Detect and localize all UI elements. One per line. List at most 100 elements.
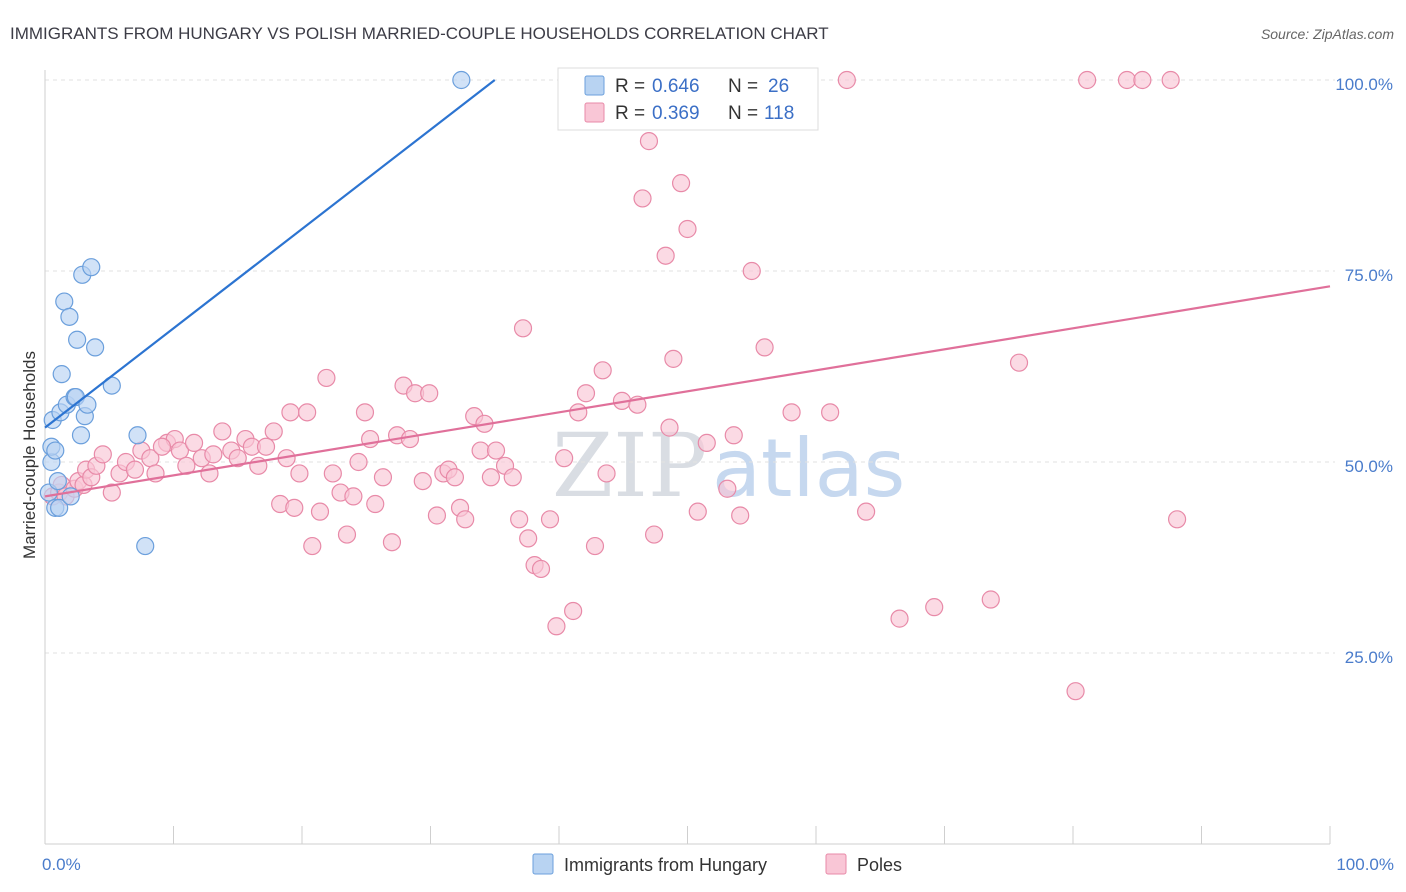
- poles-point: [310, 502, 330, 521]
- poles-point: [890, 609, 909, 628]
- poles-point: [731, 506, 750, 525]
- x-tick-label-min: 0.0%: [42, 855, 81, 874]
- poles-point: [355, 403, 375, 422]
- poles-point: [228, 449, 247, 468]
- poles-point: [821, 403, 840, 422]
- poles-point: [925, 598, 944, 617]
- hungary-point: [86, 338, 105, 357]
- legend-n-value-hungary: 26: [768, 76, 789, 97]
- poles-point: [1066, 682, 1085, 701]
- poles-point: [755, 338, 774, 357]
- poles-point: [660, 418, 679, 437]
- poles-trend-line: [44, 285, 1331, 498]
- poles-point: [125, 460, 145, 479]
- poles-point: [427, 506, 447, 525]
- poles-point: [152, 437, 172, 456]
- poles-point: [445, 468, 465, 487]
- poles-point: [1133, 70, 1152, 90]
- hungary-point: [136, 536, 155, 556]
- poles-point: [540, 510, 560, 529]
- poles-point: [382, 533, 402, 552]
- poles-point: [290, 464, 309, 483]
- hungary-trend-line: [44, 79, 496, 429]
- chart-title: IMMIGRANTS FROM HUNGARY VS POLISH MARRIE…: [10, 24, 829, 43]
- legend-n-label-poles: N =: [728, 103, 758, 124]
- legend-r-value-hungary: 0.646: [652, 76, 700, 97]
- poles-point: [349, 452, 368, 472]
- poles-point: [298, 403, 317, 422]
- poles-point: [555, 449, 574, 468]
- poles-point: [569, 403, 588, 422]
- poles-point: [264, 422, 283, 441]
- hungary-point: [68, 330, 87, 349]
- hungary-point: [52, 365, 71, 384]
- poles-point: [837, 70, 856, 90]
- legend-r-label-poles: R =: [615, 103, 645, 124]
- hungary-points: [39, 70, 471, 556]
- hungary-point: [60, 307, 79, 326]
- poles-point: [1117, 70, 1137, 90]
- poles-point: [576, 384, 596, 403]
- grid-lines: [45, 79, 1335, 654]
- poles-point: [639, 132, 659, 151]
- poles-point: [317, 368, 336, 388]
- poles-point: [857, 502, 876, 521]
- poles-point: [633, 189, 652, 208]
- poles-point: [213, 422, 232, 441]
- poles-point: [93, 445, 112, 464]
- poles-point: [344, 487, 363, 506]
- bottom-legend-swatch-hungary: [532, 853, 554, 875]
- poles-point: [688, 502, 707, 521]
- watermark-atlas: atlas: [712, 422, 905, 515]
- poles-points: [43, 70, 1187, 701]
- y-tick-label-100: 100.0%: [1335, 75, 1393, 94]
- hungary-point: [452, 70, 471, 90]
- poles-point: [373, 468, 393, 487]
- bottom-legend: Immigrants from Hungary Poles: [532, 853, 902, 875]
- watermark-zip: ZIP: [552, 414, 707, 517]
- legend-swatch-poles: [584, 102, 605, 123]
- poles-point: [281, 403, 300, 422]
- poles-point: [519, 529, 538, 548]
- poles-point: [413, 472, 432, 491]
- poles-point: [531, 559, 551, 579]
- poles-point: [564, 601, 583, 621]
- poles-point: [664, 349, 683, 368]
- poles-point: [513, 319, 533, 338]
- legend-n-value-poles: 118: [764, 103, 794, 124]
- hungary-point: [50, 498, 69, 517]
- poles-point: [481, 468, 500, 487]
- poles-point: [184, 433, 204, 452]
- poles-point: [204, 445, 223, 464]
- hungary-point: [55, 292, 74, 311]
- poles-point: [644, 525, 664, 544]
- poles-point: [742, 261, 761, 281]
- poles-point: [510, 510, 529, 529]
- poles-point: [593, 361, 612, 380]
- poles-point: [285, 498, 304, 517]
- y-tick-label-25: 25.0%: [1345, 648, 1393, 667]
- poles-point: [102, 483, 121, 502]
- legend-r-label-hungary: R =: [615, 76, 645, 97]
- poles-point: [585, 536, 605, 556]
- y-axis-label: Married-couple Households: [20, 351, 39, 559]
- hungary-point: [71, 426, 91, 445]
- poles-point: [471, 441, 490, 460]
- poles-point: [782, 403, 801, 422]
- poles-point: [718, 479, 737, 498]
- poles-point: [656, 246, 675, 265]
- hungary-point: [128, 426, 147, 445]
- legend-r-value-poles: 0.369: [652, 103, 700, 124]
- legend: R = 0.646 N = 26 R = 0.369 N = 118: [557, 67, 819, 131]
- poles-point: [724, 426, 743, 445]
- y-tick-label-75: 75.0%: [1345, 266, 1393, 285]
- hungary-point: [48, 472, 67, 491]
- poles-point: [597, 464, 616, 483]
- poles-point: [1078, 70, 1097, 90]
- poles-point: [337, 525, 357, 544]
- poles-point: [671, 174, 691, 193]
- x-ticks: [44, 826, 1331, 844]
- poles-point: [678, 219, 697, 239]
- legend-swatch-hungary: [584, 75, 605, 96]
